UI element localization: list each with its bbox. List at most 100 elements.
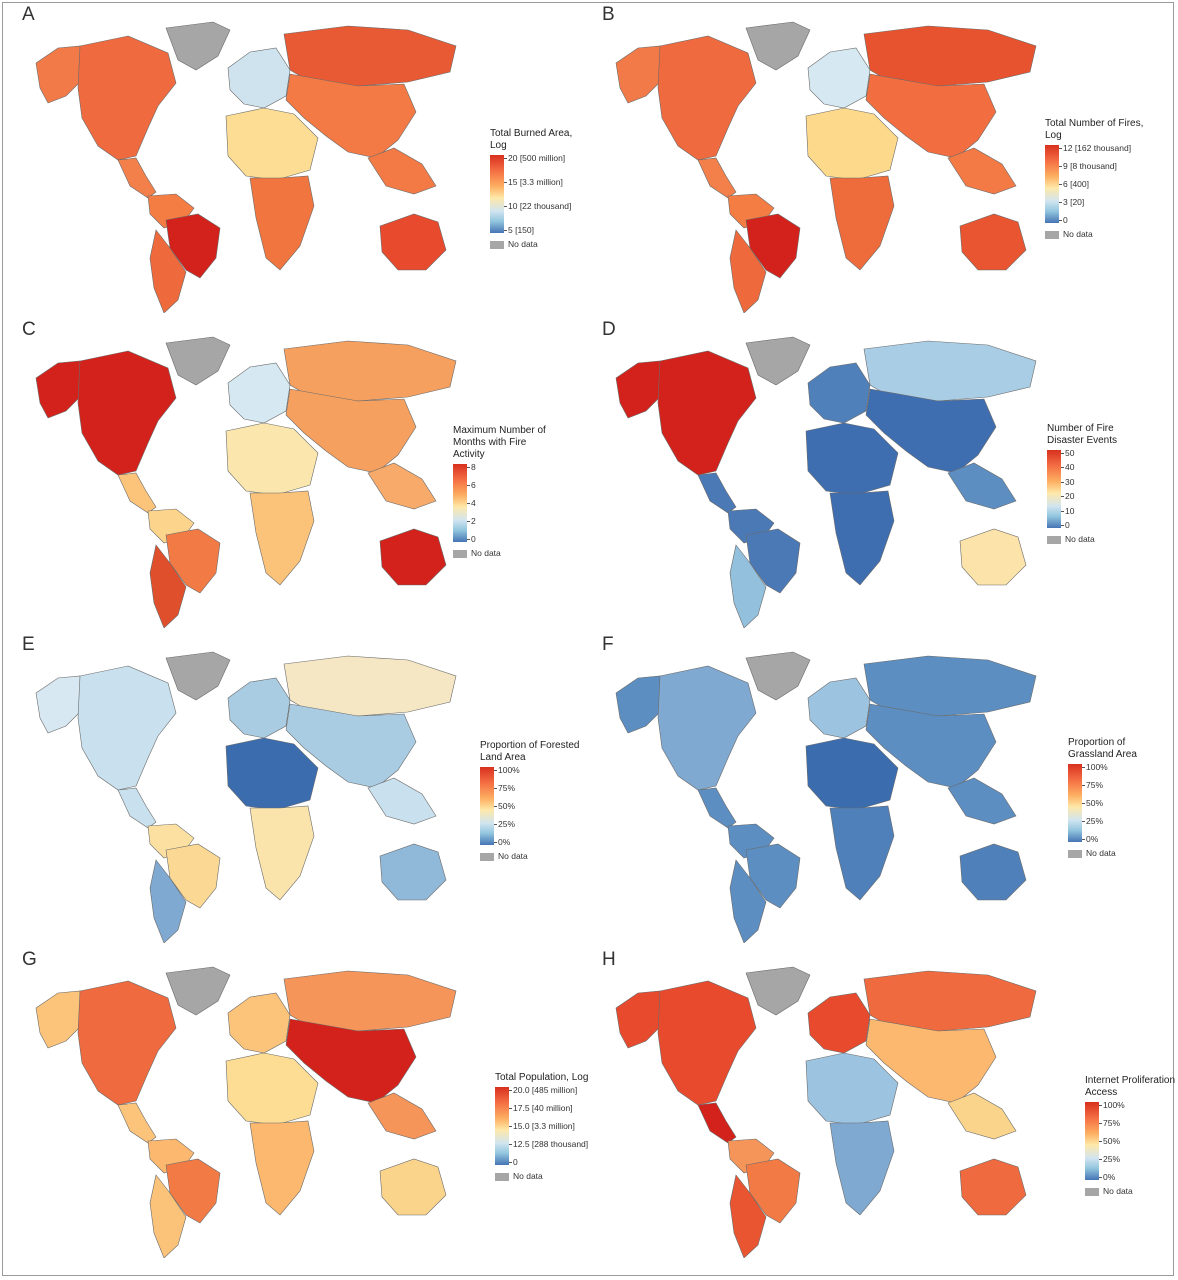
region-africa-n: [225, 737, 319, 811]
legend-tick: 50%: [1081, 798, 1104, 808]
legend-tick: 0%: [1098, 1172, 1116, 1182]
region-africa-n: [805, 737, 899, 811]
no-data-swatch: [453, 549, 467, 558]
region-sa-south: [729, 544, 767, 628]
legend-tick: 0%: [1081, 834, 1099, 844]
region-alaska: [35, 990, 85, 1049]
legend-tick: 100%: [1099, 1100, 1125, 1110]
no-data-swatch: [490, 240, 504, 249]
color-ramp: [495, 1087, 509, 1165]
panel-b: B Total Number of Fires, Log 12 [162 thous…: [580, 0, 1160, 318]
world-choropleth-map: [615, 966, 1037, 1258]
no-data-key: No data: [453, 548, 501, 558]
region-africa-s: [249, 175, 315, 271]
legend-tick: 0%: [493, 837, 511, 847]
panel-letter: A: [22, 4, 35, 25]
panel-a: A Total Burned Area, Log 20 [500 million] 1…: [0, 0, 580, 318]
region-africa-n: [225, 107, 319, 181]
region-greenland: [165, 336, 231, 386]
legend-tick: 20.0 [485 million]: [508, 1085, 578, 1095]
legend-tick: 17.5 [40 million]: [509, 1103, 573, 1113]
region-ca: [697, 157, 737, 199]
region-africa-s: [829, 490, 895, 586]
region-sa-south: [149, 229, 187, 313]
region-na: [657, 665, 757, 791]
legend-tick: 25%: [1098, 1154, 1121, 1164]
legend-tick: 75%: [1098, 1118, 1121, 1128]
no-data-key: No data: [495, 1171, 543, 1181]
legend-tick: 25%: [1081, 816, 1104, 826]
panel-letter: D: [602, 319, 616, 340]
legend-tick: 30: [1060, 476, 1075, 487]
region-russia: [863, 340, 1037, 402]
panel-letter: H: [602, 949, 616, 970]
legend-tick: 75%: [493, 783, 516, 793]
no-data-swatch: [1047, 535, 1061, 544]
panel-letter: G: [22, 949, 37, 970]
no-data-label: No data: [1065, 534, 1095, 544]
legend-title: Maximum Number of Months with Fire Activ…: [453, 425, 546, 460]
legend: Proportion of Grassland Area 100% 75% 50% 25…: [1068, 737, 1168, 860]
legend-tick: 4: [467, 498, 476, 508]
region-russia: [283, 655, 457, 717]
region-australia: [959, 843, 1027, 901]
legend-tick: 100%: [1082, 762, 1108, 772]
region-australia: [379, 1158, 447, 1216]
color-ramp: [1085, 1102, 1099, 1180]
legend-tick: 3 [20]: [1058, 197, 1085, 207]
legend-title: Number of Fire Disaster Events: [1047, 423, 1118, 446]
legend-tick: 0: [509, 1157, 518, 1167]
no-data-swatch: [480, 852, 494, 861]
region-greenland: [745, 651, 811, 701]
legend-tick: 8: [467, 462, 476, 472]
panel-e: E Proportion of Forested Land Area 100% 75%…: [0, 630, 580, 948]
legend-tick: 2: [467, 516, 476, 526]
region-africa-s: [249, 1120, 315, 1216]
legend: Total Burned Area, Log 20 [500 million] 15…: [490, 128, 590, 251]
no-data-key: No data: [480, 851, 528, 861]
region-europe: [807, 992, 871, 1054]
region-se-asia: [947, 1092, 1017, 1140]
region-se-asia: [947, 462, 1017, 510]
region-greenland: [165, 21, 231, 71]
color-ramp: [453, 464, 467, 542]
region-russia: [283, 25, 457, 87]
region-sa-south: [729, 859, 767, 943]
color-ramp: [480, 767, 494, 845]
legend-tick: 40: [1060, 462, 1075, 473]
legend-tick: 5 [150]: [504, 225, 534, 235]
region-greenland: [745, 21, 811, 71]
region-na: [77, 350, 177, 476]
legend-title: Internet Proliferation / Access: [1085, 1075, 1178, 1098]
no-data-key: No data: [1068, 848, 1116, 858]
no-data-swatch: [495, 1172, 509, 1181]
region-ca: [117, 787, 157, 829]
region-europe: [807, 47, 871, 109]
region-ca: [697, 472, 737, 514]
legend-title: Total Number of Fires, Log: [1045, 118, 1144, 141]
region-ca: [117, 1102, 157, 1144]
no-data-key: No data: [1047, 534, 1095, 544]
legend-tick: 6 [400]: [1059, 179, 1089, 189]
world-choropleth-map: [615, 651, 1037, 943]
region-africa-n: [225, 1052, 319, 1126]
region-na: [77, 35, 177, 161]
region-europe: [227, 677, 291, 739]
no-data-swatch: [1085, 1187, 1099, 1196]
legend-title: Proportion of Grassland Area: [1068, 737, 1137, 760]
panel-letter: C: [22, 319, 36, 340]
region-alaska: [35, 675, 85, 734]
region-se-asia: [367, 777, 437, 825]
region-se-asia: [947, 777, 1017, 825]
region-africa-n: [805, 422, 899, 496]
legend-tick: 0: [1059, 215, 1068, 225]
color-ramp: [1047, 450, 1061, 528]
legend-tick: 10 [22 thousand]: [503, 201, 572, 211]
region-alaska: [615, 990, 665, 1049]
no-data-key: No data: [490, 239, 538, 249]
region-australia: [379, 528, 447, 586]
legend-tick: 10: [1060, 505, 1075, 516]
no-data-label: No data: [1103, 1186, 1133, 1196]
legend-tick: 50%: [493, 801, 516, 811]
